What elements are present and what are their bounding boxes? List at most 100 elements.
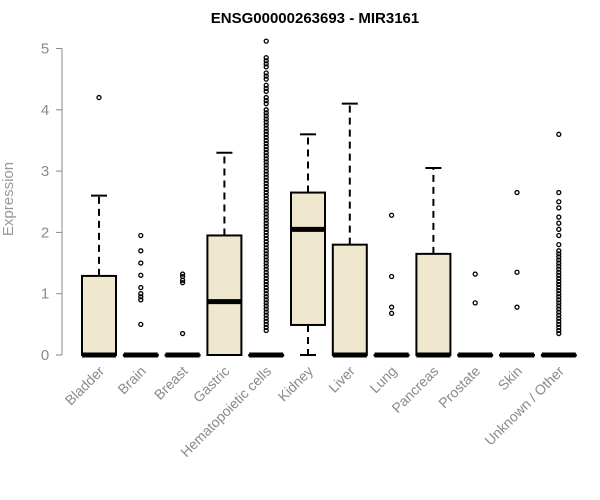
box-group [499,189,535,358]
category-label: Lung [366,363,399,396]
outlier-point [556,315,562,321]
outlier-point [263,76,269,82]
outlier-point [263,107,269,113]
outlier-point [472,300,478,306]
box-body [331,243,368,356]
outlier-point [263,269,269,275]
outlier-point [263,287,269,294]
outlier-point [263,143,269,150]
outlier-point [556,287,562,294]
box-group [290,133,326,356]
outlier-point [263,88,269,95]
outlier-point [556,205,562,211]
outlier-point [138,260,144,266]
outlier-point [263,226,269,232]
category-label: Bladder [62,363,108,409]
outlier-point [556,294,562,300]
outlier-point [263,254,269,260]
outlier-point [556,306,562,312]
category-label: Prostate [435,363,483,411]
outlier-point [263,242,269,248]
box-group [206,151,243,356]
outlier-point [388,273,395,280]
outlier-point [263,119,269,125]
y-tick-label: 2 [41,224,49,241]
outlier-point [263,309,269,315]
outlier-point [263,101,269,107]
outlier-point [556,318,562,324]
outlier-point [388,212,395,218]
outlier-point [514,189,520,196]
outlier-point [556,214,562,220]
outlier-point [263,205,269,211]
category-label: Breast [151,363,191,403]
category-label: Skin [495,363,526,394]
outlier-point [96,94,102,101]
outlier-point [556,272,562,278]
outlier-point [263,61,269,67]
outlier-point [556,269,562,275]
outlier-point [263,159,269,165]
outlier-point [263,238,269,245]
outlier-point [263,122,269,128]
outlier-point [263,214,269,220]
outlier-point [179,273,186,280]
outlier-point [263,156,269,162]
outlier-point [263,58,269,64]
outlier-point [263,186,269,193]
outlier-point [556,291,562,297]
outlier-point [556,327,562,334]
outlier-point [556,284,562,291]
outlier-point [263,260,269,266]
outlier-point [556,260,562,266]
outlier-point [263,275,269,282]
y-axis: 0 1 2 3 4 5 [41,41,63,364]
outlier-point [263,153,269,159]
y-tick-label: 5 [41,41,49,58]
outlier-point [556,309,562,315]
outlier-point [556,226,562,232]
outlier-point [556,248,562,254]
outlier-point [263,116,269,122]
outlier-point [556,300,562,306]
box-group [457,271,494,358]
outlier-point [556,232,562,239]
outlier-point [556,281,562,288]
outlier-point [556,312,562,318]
outlier-point [556,242,562,248]
outlier-point [556,297,562,303]
outlier-point [263,202,269,208]
outlier-point [556,251,562,257]
chart-title: ENSG00000263693 - MIR3161 [211,10,419,27]
outlier-point [263,281,269,288]
box-group [122,232,159,358]
outlier-point [556,199,562,205]
outlier-point [263,223,269,229]
box-body [206,234,243,356]
outlier-point [263,220,269,226]
outlier-point [138,272,144,278]
category-label: Unknown / Other [481,363,567,449]
y-tick-label: 1 [41,286,49,303]
y-tick-label: 3 [41,163,49,180]
outlier-point [263,125,269,131]
outlier-point [263,266,269,272]
outlier-point [556,189,562,196]
box-group [81,94,117,358]
outlier-point [388,304,395,310]
outlier-point [263,140,269,147]
outlier-point [263,97,269,104]
outlier-point [138,297,144,303]
outlier-point [263,110,269,116]
outlier-point [263,235,269,242]
outlier-point [263,229,269,236]
outlier-point [263,272,269,278]
outlier-point [263,162,269,168]
outlier-point [263,327,269,334]
outlier-point [556,220,562,226]
outlier-point [263,257,269,263]
outlier-point [263,128,269,134]
outlier-point [263,324,269,331]
